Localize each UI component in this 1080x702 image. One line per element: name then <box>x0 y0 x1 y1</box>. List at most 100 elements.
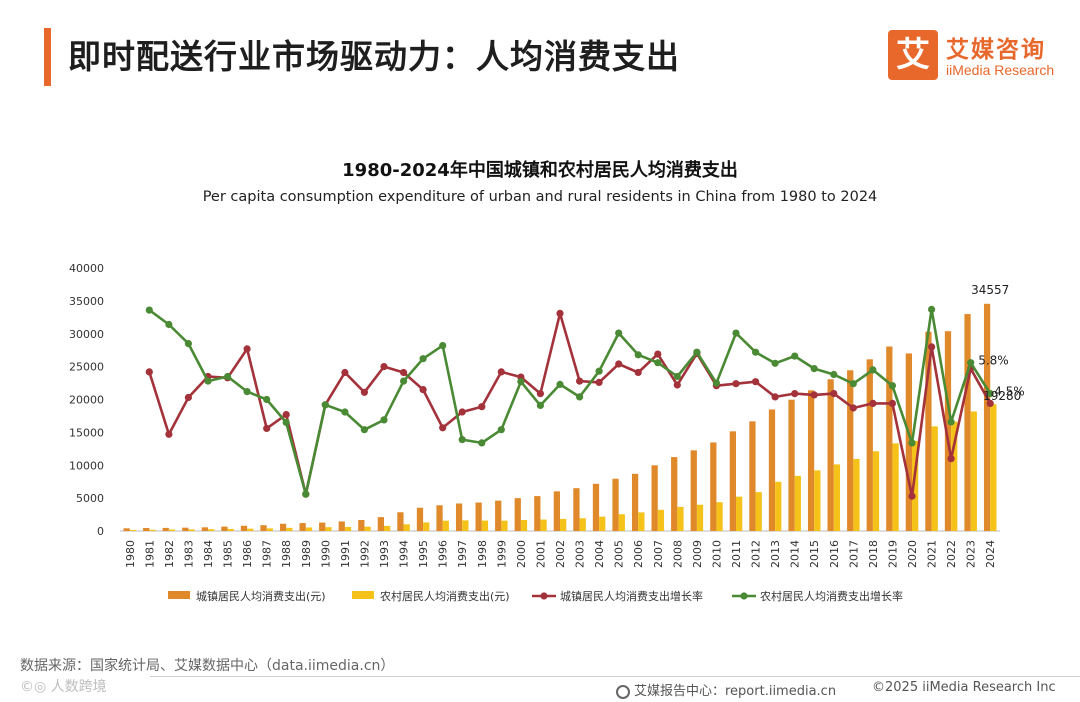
rural-bar <box>540 519 547 531</box>
urban-bar <box>729 431 736 531</box>
rural-growth-point <box>693 348 701 356</box>
legend-label-1: 城镇居民人均消费支出(元) <box>196 589 326 603</box>
legend-marker-4 <box>740 592 748 600</box>
urban-bar <box>182 527 189 531</box>
y-tick-label: 35000 <box>69 295 104 308</box>
urban-growth-point <box>145 368 153 376</box>
urban-bar <box>319 522 326 531</box>
rural-bar <box>481 520 489 531</box>
urban-growth-point <box>478 403 486 411</box>
rural-growth-point <box>654 359 662 367</box>
rural-bar <box>833 464 841 531</box>
rural-bar <box>403 524 410 531</box>
rural-growth-point <box>849 380 857 388</box>
title-accent-bar <box>44 28 51 86</box>
x-tick-label: 2008 <box>671 540 684 568</box>
x-tick-label: 1988 <box>280 540 293 568</box>
x-tick-label: 2018 <box>867 540 880 568</box>
x-tick-label: 2000 <box>515 540 528 568</box>
x-tick-label: 1987 <box>261 540 274 568</box>
urban-bar <box>592 483 600 531</box>
rural-growth-point <box>321 401 329 409</box>
urban-growth-point <box>947 455 955 463</box>
x-tick-label: 2011 <box>730 540 743 568</box>
x-tick-label: 2017 <box>847 540 860 568</box>
rural-2024-value-label: 19280 <box>983 389 1021 403</box>
rural-bar <box>872 451 880 531</box>
x-tick-label: 2004 <box>593 540 606 568</box>
rural-growth-point <box>302 490 310 498</box>
urban-bar <box>455 503 463 531</box>
urban-bar <box>123 528 130 531</box>
iimedia-logo[interactable]: 艾 艾媒咨询 iiMedia Research <box>888 30 1068 80</box>
rural-growth-line <box>148 308 992 496</box>
x-tick-label: 1995 <box>417 540 430 568</box>
rural-bar <box>129 529 137 531</box>
y-tick-label: 30000 <box>69 328 104 341</box>
urban-bar <box>436 505 443 531</box>
legend-label-3: 城镇居民人均消费支出增长率 <box>560 589 703 603</box>
rural-bar <box>364 526 371 531</box>
y-tick-label: 15000 <box>69 426 104 439</box>
rural-growth-point <box>380 416 388 424</box>
x-tick-label: 1992 <box>358 540 371 568</box>
x-tick-label: 2003 <box>574 540 587 568</box>
rural-bar <box>579 518 586 531</box>
page-title: 即时配送行业市场驱动力：人均消费支出 <box>68 37 680 76</box>
urban-bar <box>710 442 717 531</box>
x-tick-label: 2016 <box>828 540 841 568</box>
rural-growth-point <box>928 305 936 313</box>
urban-bar <box>162 527 169 531</box>
x-tick-label: 1990 <box>319 540 332 568</box>
rural-bar <box>755 492 762 531</box>
urban-bar <box>475 502 482 531</box>
rural-bar <box>423 522 430 531</box>
urban-bar <box>514 498 521 531</box>
x-tick-label: 1991 <box>339 540 352 568</box>
rural-growth-point <box>673 372 681 381</box>
urban-bar <box>221 526 228 531</box>
rural-growth-point <box>400 377 408 385</box>
rural-bar <box>618 514 625 531</box>
rural-bar <box>560 518 567 531</box>
rural-growth-point <box>263 395 271 404</box>
urban-bar <box>847 370 854 531</box>
watermark: ©◎ 人数跨境 <box>20 679 107 695</box>
x-tick-label: 1983 <box>182 540 195 568</box>
x-tick-label: 2006 <box>632 540 645 568</box>
urban-bar <box>260 525 267 531</box>
urban-growth-point <box>771 393 779 401</box>
urban-growth-point <box>556 309 564 317</box>
urban-bar <box>886 346 893 531</box>
rural-bar <box>814 470 821 531</box>
urban-growth-point <box>419 386 427 394</box>
x-tick-label: 2001 <box>534 540 547 568</box>
rural-bar <box>305 527 313 531</box>
rural-growth-point <box>497 426 505 434</box>
urban-growth-point <box>752 378 760 386</box>
footer-report-link[interactable]: 艾媒报告中心：report.iimedia.cn <box>616 680 836 699</box>
urban-bar <box>827 379 834 531</box>
urban-bar <box>279 523 287 531</box>
x-tick-label: 2019 <box>886 540 899 568</box>
urban-bar <box>338 521 345 531</box>
rural-bar <box>970 411 977 531</box>
urban-bar <box>807 390 815 531</box>
urban-bar <box>690 450 697 531</box>
urban-growth-point <box>400 368 408 377</box>
urban-growth-point <box>830 390 838 398</box>
urban-bar <box>983 303 991 531</box>
rural-growth-point <box>517 378 525 386</box>
x-tick-label: 2005 <box>613 540 626 568</box>
x-tick-label: 1993 <box>378 540 391 568</box>
urban-bar <box>495 500 502 531</box>
rural-bar <box>696 504 704 531</box>
x-tick-label: 1994 <box>398 540 411 568</box>
logo-english-name: iiMedia Research <box>946 62 1055 78</box>
rural-bar <box>931 426 938 531</box>
rural-growth-point <box>282 418 290 427</box>
urban-bar <box>964 314 971 531</box>
footer-report-text: 艾媒报告中心：report.iimedia.cn <box>634 684 837 699</box>
urban-growth-point <box>595 378 603 386</box>
